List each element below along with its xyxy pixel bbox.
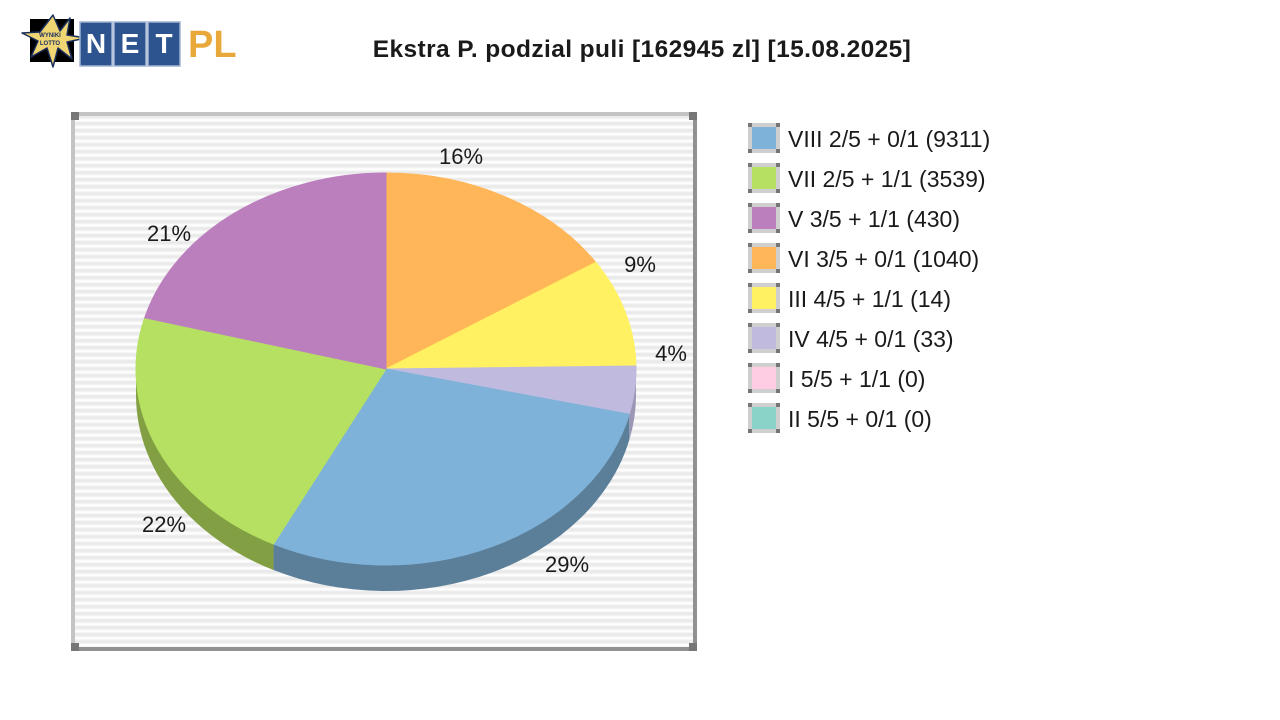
svg-text:21%: 21% xyxy=(147,221,191,246)
svg-text:4%: 4% xyxy=(655,341,687,366)
svg-text:E: E xyxy=(121,28,140,59)
svg-text:WYNIKI: WYNIKI xyxy=(39,33,61,39)
svg-text:T: T xyxy=(155,28,172,59)
svg-text:LOTTO: LOTTO xyxy=(40,41,61,47)
svg-text:9%: 9% xyxy=(624,252,656,277)
svg-text:N: N xyxy=(86,28,106,59)
svg-text:29%: 29% xyxy=(545,552,589,577)
svg-text:22%: 22% xyxy=(142,512,186,537)
svg-text:PL: PL xyxy=(188,24,237,66)
svg-text:16%: 16% xyxy=(439,144,483,169)
